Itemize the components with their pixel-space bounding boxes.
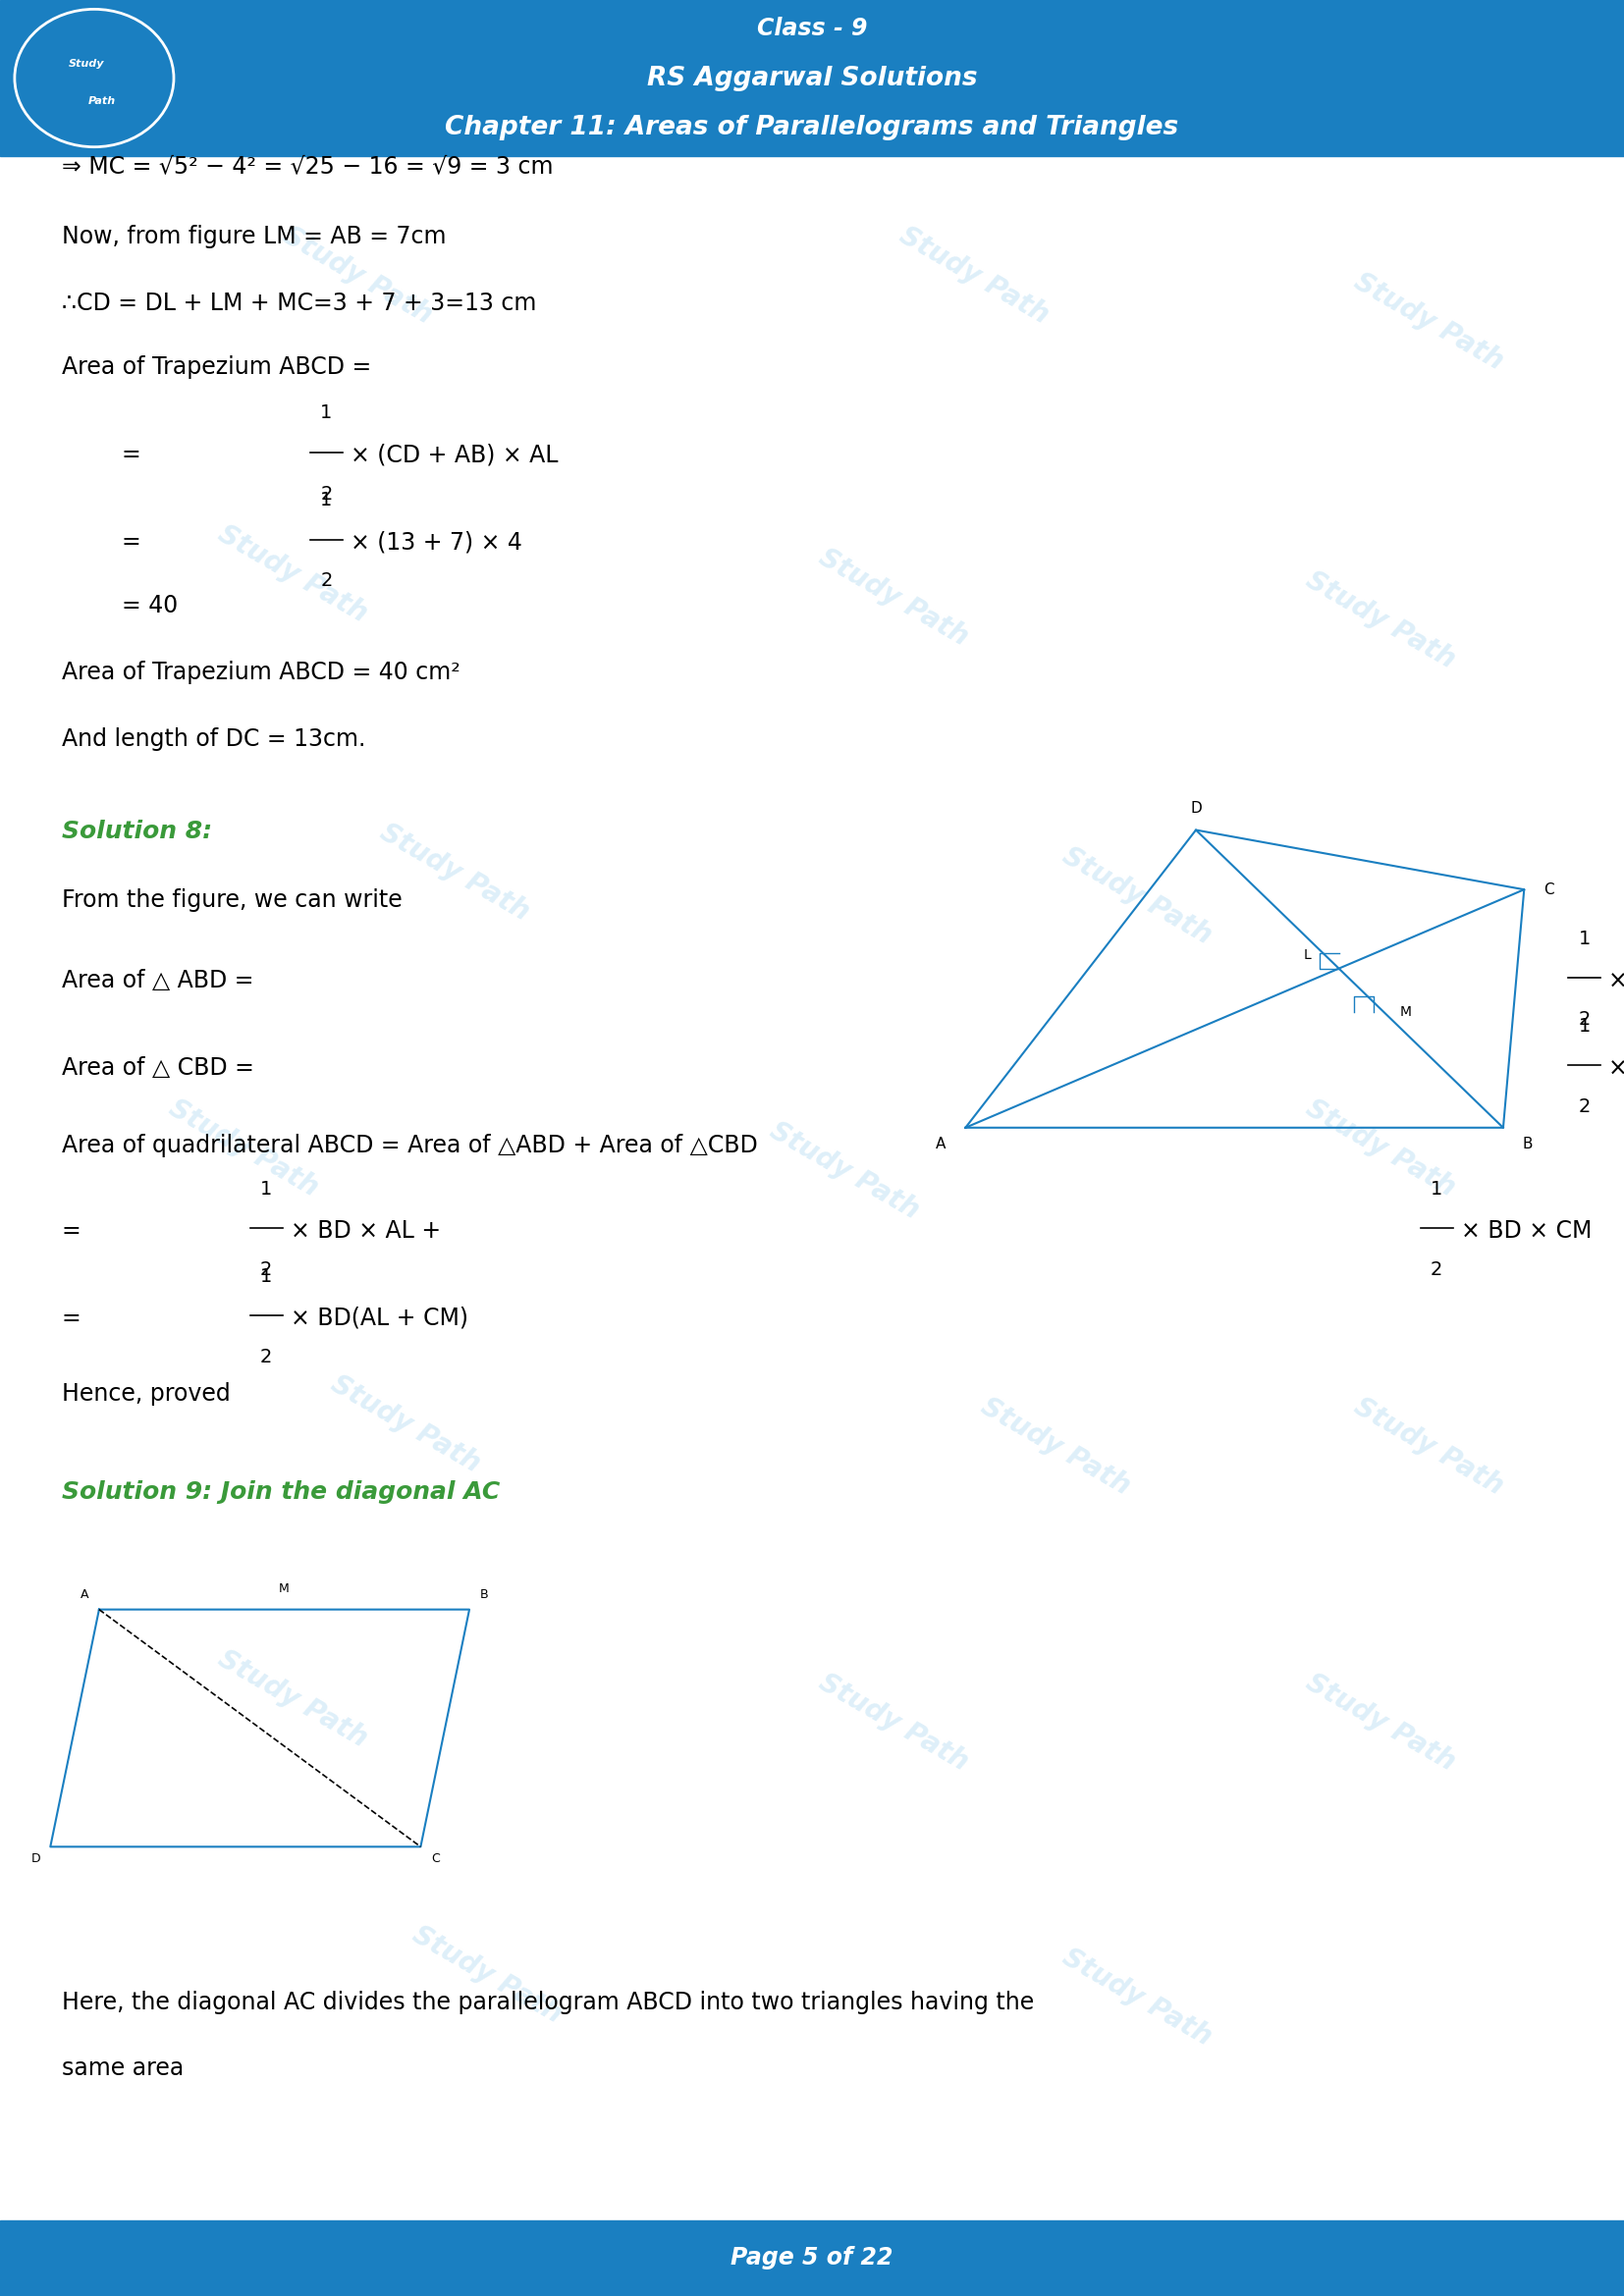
Text: Study Path: Study Path bbox=[1350, 269, 1509, 374]
Text: Area of Trapezium ABCD = 40 cm²: Area of Trapezium ABCD = 40 cm² bbox=[62, 661, 460, 684]
Text: Study Path: Study Path bbox=[765, 1118, 924, 1224]
Text: B: B bbox=[1522, 1137, 1533, 1150]
Text: Area of △ CBD =: Area of △ CBD = bbox=[62, 1056, 261, 1079]
Text: × BD × CM: × BD × CM bbox=[1609, 1056, 1624, 1079]
Text: 1: 1 bbox=[320, 404, 333, 422]
Text: D: D bbox=[31, 1853, 41, 1864]
Text: Now, from figure LM = AB = 7cm: Now, from figure LM = AB = 7cm bbox=[62, 225, 447, 248]
Text: 1: 1 bbox=[260, 1180, 273, 1199]
Text: D: D bbox=[1190, 801, 1202, 815]
Text: 2: 2 bbox=[320, 572, 333, 590]
Text: Hence, proved: Hence, proved bbox=[62, 1382, 231, 1405]
Text: Here, the diagonal AC divides the parallelogram ABCD into two triangles having t: Here, the diagonal AC divides the parall… bbox=[62, 1991, 1034, 2014]
Text: Study Path: Study Path bbox=[895, 223, 1054, 328]
Text: =: = bbox=[122, 443, 148, 466]
Text: × BD × AL: × BD × AL bbox=[1609, 969, 1624, 992]
Text: 1: 1 bbox=[320, 491, 333, 510]
Text: Solution 8:: Solution 8: bbox=[62, 820, 213, 843]
Text: =: = bbox=[62, 1306, 88, 1329]
Text: Study: Study bbox=[68, 60, 104, 69]
Text: Study Path: Study Path bbox=[326, 1371, 486, 1476]
Text: ⇒ MC = √5² − 4² = √25 − 16 = √9 = 3 cm: ⇒ MC = √5² − 4² = √25 − 16 = √9 = 3 cm bbox=[62, 154, 554, 179]
Text: =: = bbox=[62, 1219, 88, 1242]
Text: 1: 1 bbox=[1579, 930, 1590, 948]
Text: Study Path: Study Path bbox=[164, 1095, 323, 1201]
Text: 2: 2 bbox=[320, 484, 333, 503]
Text: Path: Path bbox=[88, 96, 117, 106]
Text: Page 5 of 22: Page 5 of 22 bbox=[731, 2245, 893, 2271]
Text: C: C bbox=[1543, 882, 1554, 898]
Text: Study Path: Study Path bbox=[814, 544, 973, 650]
Text: 2: 2 bbox=[1579, 1010, 1590, 1029]
Text: × (13 + 7) × 4: × (13 + 7) × 4 bbox=[351, 530, 523, 553]
Text: A: A bbox=[80, 1589, 89, 1600]
Text: From the figure, we can write: From the figure, we can write bbox=[62, 889, 403, 912]
Text: Study Path: Study Path bbox=[1350, 1394, 1509, 1499]
Text: A: A bbox=[935, 1137, 947, 1150]
Text: Area of quadrilateral ABCD = Area of △ABD + Area of △CBD: Area of quadrilateral ABCD = Area of △AB… bbox=[62, 1134, 758, 1157]
Text: Study Path: Study Path bbox=[375, 820, 534, 925]
Text: ∴CD = DL + LM + MC=3 + 7 + 3=13 cm: ∴CD = DL + LM + MC=3 + 7 + 3=13 cm bbox=[62, 292, 536, 315]
Text: Study Path: Study Path bbox=[1301, 567, 1460, 673]
Text: Area of △ ABD =: Area of △ ABD = bbox=[62, 969, 261, 992]
Text: M: M bbox=[279, 1582, 289, 1596]
Text: 2: 2 bbox=[260, 1348, 273, 1366]
Text: same area: same area bbox=[62, 2057, 184, 2080]
Text: L: L bbox=[1304, 948, 1311, 962]
Text: Study Path: Study Path bbox=[1057, 843, 1216, 948]
Text: B: B bbox=[479, 1589, 489, 1600]
Text: Study Path: Study Path bbox=[1301, 1095, 1460, 1201]
Text: C: C bbox=[430, 1853, 440, 1864]
Text: Study Path: Study Path bbox=[278, 223, 437, 328]
Text: Study Path: Study Path bbox=[1301, 1669, 1460, 1775]
Text: × BD × AL +: × BD × AL + bbox=[291, 1219, 448, 1242]
Text: 2: 2 bbox=[1579, 1097, 1590, 1116]
Text: 1: 1 bbox=[1579, 1017, 1590, 1035]
Text: =: = bbox=[122, 530, 148, 553]
Text: 2: 2 bbox=[260, 1261, 273, 1279]
Text: Study Path: Study Path bbox=[814, 1669, 973, 1775]
Text: Class - 9: Class - 9 bbox=[757, 16, 867, 39]
Text: 1: 1 bbox=[260, 1267, 273, 1286]
Text: Study Path: Study Path bbox=[213, 521, 372, 627]
Text: Study Path: Study Path bbox=[976, 1394, 1135, 1499]
Text: Chapter 11: Areas of Parallelograms and Triangles: Chapter 11: Areas of Parallelograms and … bbox=[445, 115, 1179, 140]
Text: × BD(AL + CM): × BD(AL + CM) bbox=[291, 1306, 468, 1329]
Text: × (CD + AB) × AL: × (CD + AB) × AL bbox=[351, 443, 559, 466]
Text: Study Path: Study Path bbox=[1057, 1945, 1216, 2050]
Text: Study Path: Study Path bbox=[213, 1646, 372, 1752]
Text: Solution 9: Join the diagonal AC: Solution 9: Join the diagonal AC bbox=[62, 1481, 500, 1504]
Text: 1: 1 bbox=[1431, 1180, 1442, 1199]
Text: = 40: = 40 bbox=[122, 595, 179, 618]
Text: Area of Trapezium ABCD =: Area of Trapezium ABCD = bbox=[62, 356, 378, 379]
Text: M: M bbox=[1400, 1006, 1411, 1019]
Text: Study Path: Study Path bbox=[408, 1922, 567, 2027]
Text: 2: 2 bbox=[1431, 1261, 1442, 1279]
Text: × BD × CM: × BD × CM bbox=[1462, 1219, 1592, 1242]
Bar bbox=[0, 0, 1624, 156]
Bar bbox=[0, 2220, 1624, 2296]
Text: And length of DC = 13cm.: And length of DC = 13cm. bbox=[62, 728, 365, 751]
Text: RS Aggarwal Solutions: RS Aggarwal Solutions bbox=[646, 64, 978, 92]
